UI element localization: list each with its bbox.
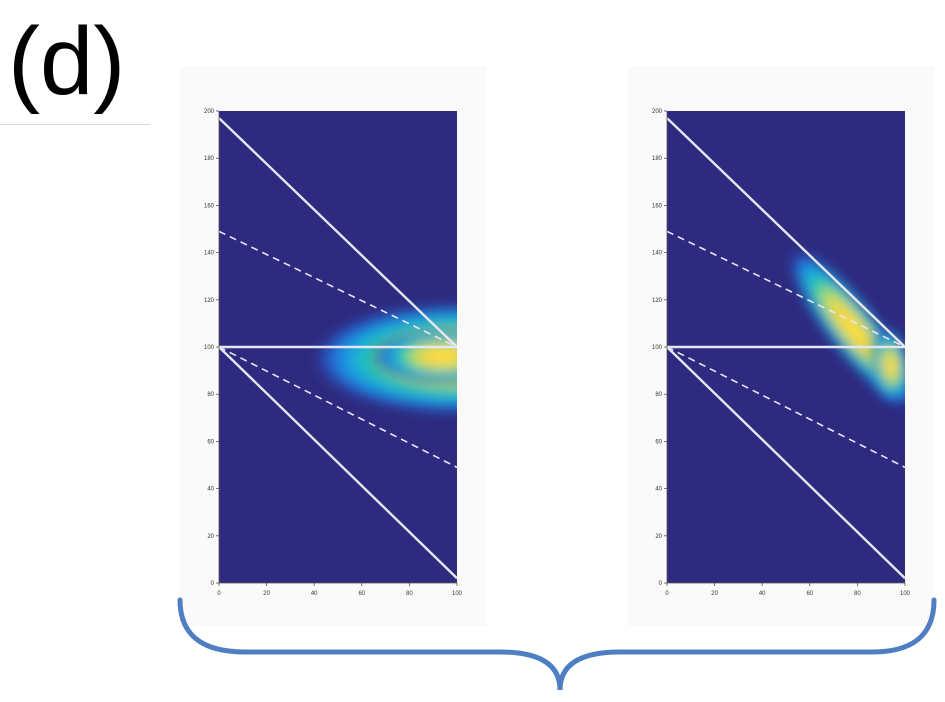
- x-tick-label: 40: [759, 591, 766, 597]
- dashed-guide-line: [666, 230, 906, 348]
- y-tick-label: 120: [204, 298, 215, 304]
- x-tick-label: 60: [806, 591, 813, 597]
- heatmap-right: 0 20 40 60 80 100 120 140 160 180 200 0 20 40 60 80 100: [652, 109, 911, 597]
- x-tick-label: 40: [311, 591, 318, 597]
- y-tick-label: 80: [655, 392, 662, 398]
- y-tick-label: 20: [207, 534, 214, 540]
- curly-brace: [177, 597, 937, 691]
- intensity-core: [371, 328, 457, 385]
- y-tick-label: 160: [204, 203, 215, 209]
- intensity-plume: [309, 302, 457, 416]
- y-tick-label: 60: [655, 439, 662, 445]
- x-tick-label: 80: [854, 591, 861, 597]
- y-tick-label: 180: [204, 156, 215, 162]
- solid-guide-line: [218, 117, 458, 348]
- label-divider: [0, 124, 150, 125]
- solid-guide-line: [666, 346, 906, 580]
- dashed-guide-line: [218, 230, 458, 348]
- x-tick-label: 20: [711, 591, 718, 597]
- y-tick-label: 100: [204, 345, 215, 351]
- y-tick-label: 120: [652, 298, 663, 304]
- x-tick-label: 100: [900, 591, 911, 597]
- heatmap-left: 0 20 40 60 80 100 120 140 160 180 200 0 20 40 60 80 100: [204, 109, 463, 597]
- dashed-guide-line: [666, 346, 906, 469]
- y-tick-label: 20: [655, 534, 662, 540]
- y-tick-label: 140: [652, 251, 663, 257]
- y-tick-label: 0: [659, 581, 663, 587]
- y-tick-label: 140: [204, 251, 215, 257]
- x-tick-label: 80: [406, 591, 413, 597]
- y-tick-label: 160: [652, 203, 663, 209]
- y-tick-label: 80: [207, 392, 214, 398]
- y-tick-label: 40: [655, 487, 662, 493]
- x-tick-label: 0: [217, 591, 221, 597]
- x-tick-label: 20: [263, 591, 270, 597]
- x-tick-label: 100: [452, 591, 463, 597]
- y-tick-label: 200: [652, 109, 663, 115]
- y-tick-label: 200: [204, 109, 215, 115]
- panel-label: (d): [8, 8, 126, 115]
- dashed-guide-line: [218, 346, 458, 469]
- y-tick-label: 100: [652, 345, 663, 351]
- x-tick-label: 60: [358, 591, 365, 597]
- y-tick-label: 180: [652, 156, 663, 162]
- y-tick-label: 0: [211, 581, 215, 587]
- y-tick-label: 40: [207, 487, 214, 493]
- solid-guide-line: [666, 117, 906, 348]
- x-tick-label: 0: [665, 591, 669, 597]
- solid-guide-line: [218, 346, 458, 580]
- y-tick-label: 60: [207, 439, 214, 445]
